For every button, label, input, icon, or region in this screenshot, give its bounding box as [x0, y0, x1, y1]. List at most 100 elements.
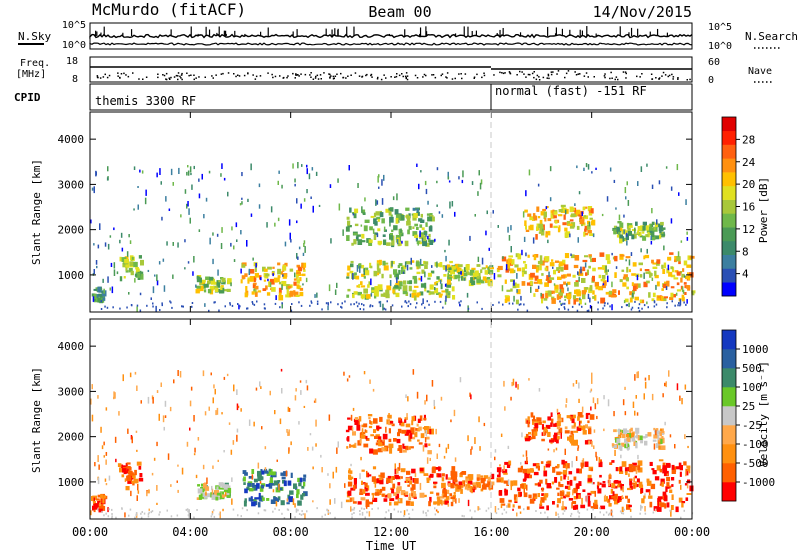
power-echo-cell: [507, 226, 509, 233]
velocity-echo-cell: [288, 451, 290, 454]
power-echo-cell: [533, 215, 538, 221]
power-echo-cell: [460, 300, 462, 303]
power-echo-cell: [454, 211, 456, 217]
velocity-echo-cell: [370, 434, 374, 437]
velocity-echo-cell: [98, 504, 104, 509]
velocity-echo-cell: [660, 478, 665, 484]
power-echo-cell: [188, 208, 190, 215]
nave-dot: [286, 76, 288, 79]
nave-dot: [445, 76, 447, 78]
power-echo-cell: [410, 257, 412, 265]
power-echo-cell: [383, 229, 387, 232]
power-echo-cell: [653, 300, 656, 303]
power-echo-cell: [208, 309, 210, 312]
power-echo-cell: [427, 277, 431, 280]
velocity-echo-cell: [514, 499, 518, 502]
velocity-echo-cell: [237, 514, 239, 517]
velocity-echo-cell: [508, 499, 512, 503]
velocity-echo-cell: [374, 484, 377, 488]
velocity-echo-cell: [432, 466, 436, 472]
power-echo-cell: [184, 267, 186, 270]
velocity-echo-cell: [558, 516, 560, 518]
velocity-echo-cell: [504, 490, 508, 495]
power-echo-cell: [346, 276, 350, 279]
power-echo-cell: [388, 207, 394, 211]
velocity-echo-cell: [437, 510, 439, 514]
power-echo-cell: [496, 268, 500, 273]
power-echo-cell: [493, 273, 496, 280]
power-echo-cell: [358, 302, 360, 305]
power-echo-cell: [578, 303, 581, 306]
nave-dot: [350, 74, 352, 76]
power-echo-cell: [290, 309, 293, 312]
velocity-colorbar-tick-label: 500: [742, 362, 762, 375]
power-echo-cell: [572, 274, 576, 278]
velocity-echo-cell: [544, 511, 546, 514]
velocity-echo-cell: [258, 492, 261, 499]
velocity-echo-cell: [669, 485, 672, 489]
velocity-echo-cell: [454, 457, 457, 462]
power-echo-cell: [267, 278, 269, 282]
velocity-echo-cell: [618, 443, 621, 446]
velocity-echo-cell: [286, 498, 289, 502]
power-echo-cell: [558, 295, 562, 300]
velocity-echo-cell: [327, 511, 329, 514]
velocity-echo-cell: [505, 462, 510, 465]
power-echo-cell: [639, 299, 643, 303]
power-echo-cell: [558, 267, 561, 270]
velocity-echo-cell: [528, 432, 532, 435]
velocity-echo-cell: [556, 487, 560, 490]
velocity-echo-cell: [536, 464, 540, 466]
power-echo-cell: [163, 285, 166, 292]
velocity-echo-cell: [264, 467, 267, 471]
nave-dot: [639, 76, 641, 78]
velocity-echo-cell: [656, 434, 660, 438]
power-echo-cell: [567, 287, 569, 292]
power-echo-cell: [286, 289, 289, 295]
velocity-colorbar-tick-label: -100: [742, 438, 769, 451]
power-echo-cell: [439, 262, 443, 268]
power-echo-cell: [592, 267, 596, 272]
velocity-echo-cell: [187, 514, 190, 517]
velocity-echo-cell: [376, 478, 381, 484]
velocity-echo-cell: [408, 513, 410, 515]
nave-dot: [548, 77, 550, 80]
power-echo-cell: [136, 304, 139, 307]
power-echo-cell: [579, 215, 583, 220]
velocity-echo-cell: [612, 491, 615, 496]
velocity-echo-cell: [588, 428, 592, 435]
velocity-echo-cell: [403, 515, 405, 517]
nave-dot: [296, 74, 298, 76]
velocity-echo-cell: [294, 503, 296, 508]
velocity-echo-cell: [662, 462, 666, 466]
power-echo-cell: [480, 179, 483, 185]
velocity-echo-cell: [435, 509, 438, 512]
power-echo-cell: [563, 281, 567, 285]
power-echo-cell: [382, 234, 386, 237]
velocity-echo-cell: [658, 441, 662, 445]
power-echo-cell: [564, 227, 568, 232]
power-echo-cell: [253, 277, 256, 283]
nave-dot: [195, 77, 197, 79]
nsky-panel: N.Sky 10^5 10^0 10^5 10^0 N.Search: [18, 20, 798, 52]
velocity-echo-cell: [347, 481, 353, 487]
power-echo-cell: [605, 254, 610, 261]
velocity-echo-cell: [212, 492, 216, 496]
nave-dot: [222, 72, 224, 75]
velocity-echo-cell: [170, 484, 172, 487]
velocity-echo-cell: [349, 470, 353, 474]
power-echo-cell: [376, 233, 379, 238]
power-echo-cell: [567, 281, 571, 285]
power-echo-cell: [402, 285, 408, 291]
power-echo-cell: [601, 213, 604, 217]
velocity-echo-cell: [369, 448, 374, 454]
velocity-echo-cell: [678, 479, 681, 484]
power-echo-cell: [379, 212, 384, 218]
power-echo-cell: [449, 274, 453, 278]
power-echo-cell: [616, 234, 622, 238]
power-echo-cell: [678, 261, 681, 265]
power-echo-cell: [547, 230, 551, 236]
velocity-echo-cell: [286, 429, 288, 433]
power-echo-cell: [524, 264, 528, 269]
velocity-echo-cell: [550, 412, 553, 417]
